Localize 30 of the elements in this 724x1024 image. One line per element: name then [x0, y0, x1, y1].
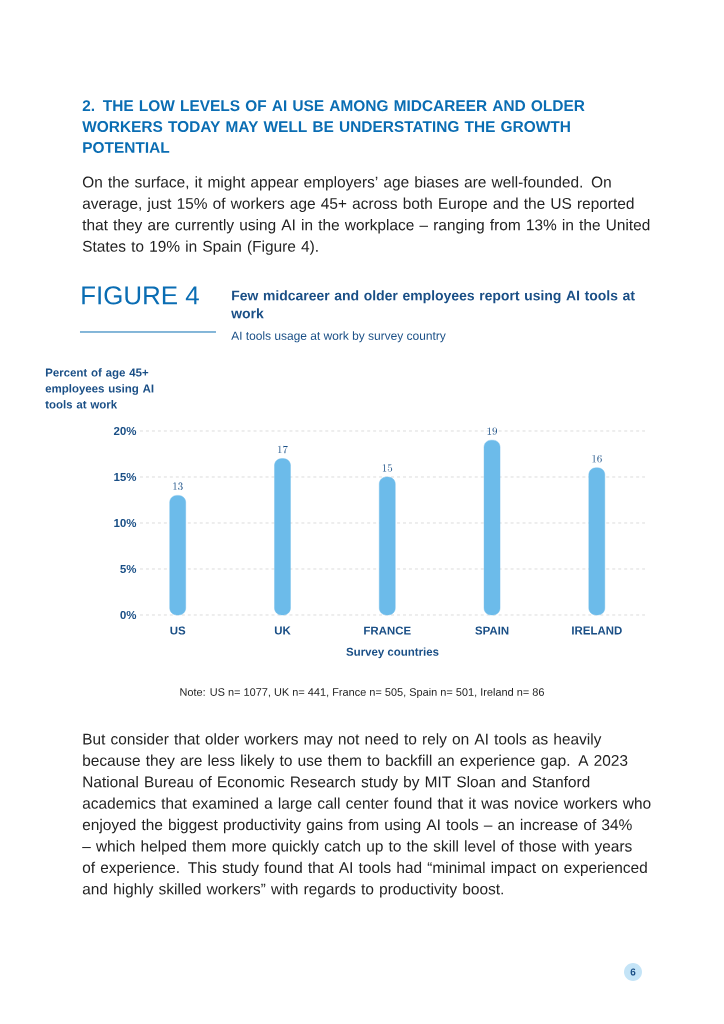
data-label: 15	[382, 464, 393, 472]
data-label: 13	[173, 482, 183, 491]
bar	[483, 439, 501, 616]
x-tick-label: IRELAND	[572, 626, 622, 635]
bar	[274, 458, 291, 616]
y-tick-label: 15%	[114, 472, 137, 482]
bar	[169, 495, 186, 616]
caption: FIGURE 4	[82, 286, 199, 305]
data-label: 17	[278, 445, 288, 454]
data-label: 19	[487, 427, 498, 435]
text: 6	[630, 968, 636, 976]
x-axis-title: Survey countries	[346, 647, 439, 659]
y-tick-label: 20%	[113, 426, 137, 436]
y-axis-title: Percent of age 45+ employees using AI tools at work	[45, 368, 154, 409]
x-tick-label: SPAIN	[475, 626, 509, 635]
y-tick-label: 10%	[114, 518, 137, 528]
chart-subtitle: AI tools usage at work by survey country	[231, 331, 446, 343]
bar	[588, 467, 606, 616]
bar	[379, 476, 396, 616]
x-tick-label: UK	[274, 626, 291, 635]
y-tick-label: 0%	[120, 610, 137, 620]
text: On the surface, it might appear employers’ age biases are well-founded. On average, just 15% of workers age 45+ across both Europe and the US reported that they are currently using AI in the workplace – ranging from 13% in the United States to 19% in Spain (Figure 4).	[82, 176, 650, 255]
chart-title: Few midcareer and older employees report using AI tools at work	[231, 290, 635, 319]
text: Note: US n= 1077, UK n= 441, France n= 505, Spain n= 501, Ireland n= 86	[180, 687, 544, 699]
text: But consider that older workers may not need to rely on AI tools as heavily because they are less likely to use them to backfill an experience gap. A 2023 National Bureau of Economic Research study by MIT Sloan and Stanford academics that examined a large call center found that it was novice workers who enjoyed the biggest productivity gains from using AI tools – an increase of 34% – which helped them more quickly catch up to the skill level of those with years of experience. This study found that AI tools had “minimal impact on experienced and highly skilled workers” with regards to productivity boost.	[82, 733, 651, 898]
x-tick-label: FRANCE	[364, 626, 411, 635]
x-tick-label: US	[170, 626, 186, 635]
y-tick-label: 5%	[120, 564, 137, 574]
text: 2. THE LOW LEVELS OF AI USE AMONG MIDCAREER AND OLDER WORKERS TODAY MAY WELL BE UNDERSTATING THE GROWTH POTENTIAL	[82, 100, 585, 153]
data-label: 16	[592, 455, 602, 463]
